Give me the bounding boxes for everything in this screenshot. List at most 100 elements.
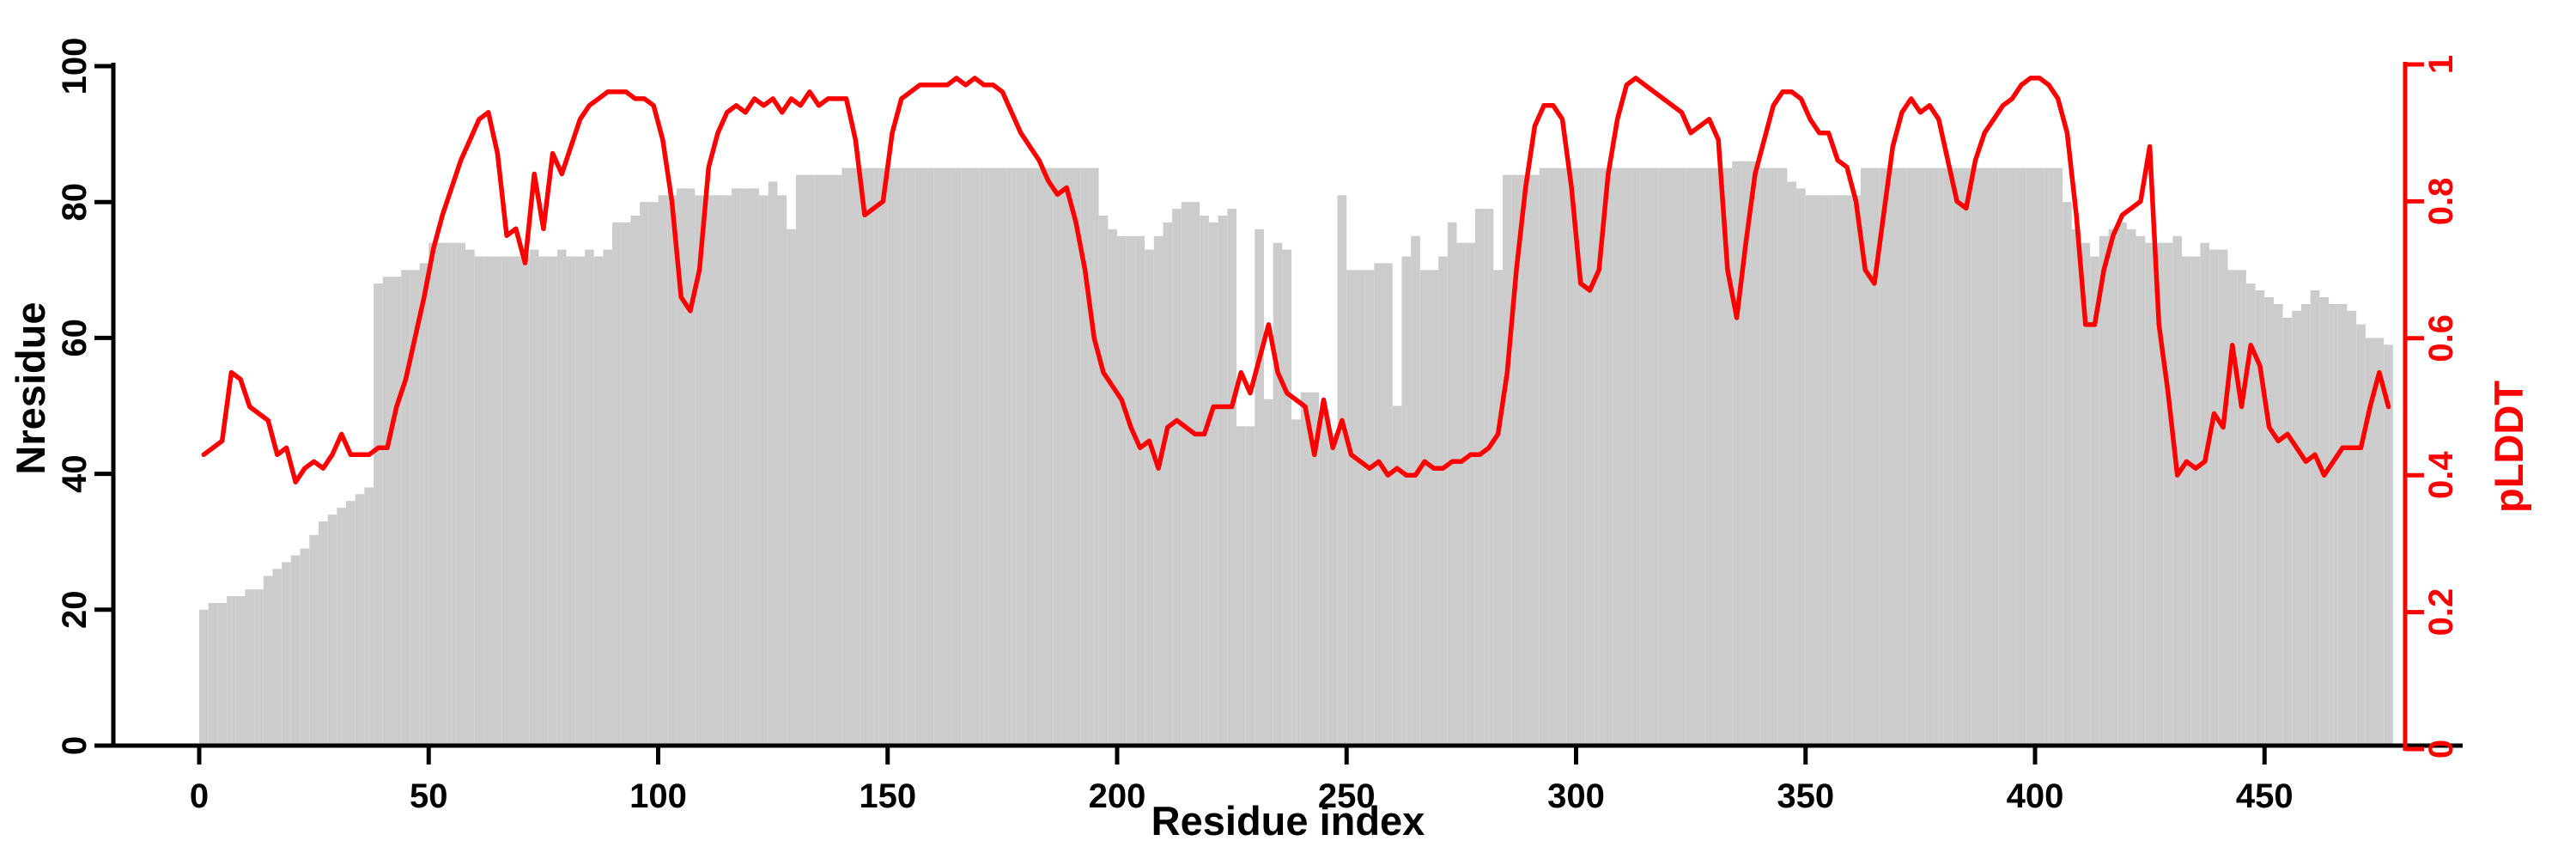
bar: [2145, 242, 2154, 746]
bar: [1916, 168, 1925, 746]
bar: [2163, 242, 2173, 746]
bar: [961, 168, 970, 746]
bar: [1061, 168, 1072, 746]
bar: [676, 188, 686, 746]
bar: [1291, 419, 1301, 746]
x-tick-label: 200: [1089, 777, 1146, 815]
bar: [1392, 405, 1402, 746]
bar: [1943, 168, 1953, 746]
bar: [337, 508, 347, 746]
bar: [1401, 256, 1412, 746]
y-right-tick-label: 0: [2422, 740, 2460, 758]
bar: [998, 168, 1007, 746]
y-right-tick-label: 0.8: [2422, 178, 2460, 226]
bar: [970, 168, 980, 746]
bar: [410, 270, 420, 746]
bar: [1419, 270, 1430, 746]
bar: [1145, 249, 1154, 746]
bar: [1364, 270, 1375, 746]
bar: [2282, 317, 2293, 746]
bar: [272, 569, 283, 746]
bar: [511, 256, 521, 746]
bar: [658, 195, 668, 746]
bar: [1897, 168, 1907, 746]
nresidue-bars: [199, 161, 2393, 746]
x-axis-title: Residue index: [1151, 798, 1425, 844]
bar: [2026, 168, 2035, 746]
bar: [823, 174, 833, 746]
bar: [2264, 296, 2274, 746]
bar: [1722, 168, 1733, 746]
bar: [235, 596, 246, 746]
bar: [951, 168, 962, 746]
bar: [805, 174, 815, 746]
bar: [1466, 242, 1475, 746]
bar: [208, 602, 218, 746]
bar: [1447, 222, 1457, 746]
bar: [456, 242, 465, 746]
bar: [1750, 161, 1760, 746]
bar: [1264, 399, 1273, 746]
bar: [777, 195, 787, 746]
bar: [1043, 168, 1054, 746]
bar: [1979, 168, 1990, 746]
bar: [1649, 168, 1659, 746]
bar: [1832, 195, 1843, 746]
bar: [566, 256, 576, 746]
bar: [750, 188, 760, 746]
bar: [1640, 168, 1649, 746]
bar: [538, 256, 549, 746]
bar: [1576, 168, 1586, 746]
bar: [1732, 161, 1741, 746]
bar: [309, 534, 319, 746]
x-tick-label: 100: [629, 777, 687, 815]
bar: [1511, 174, 1522, 746]
bar: [1236, 426, 1246, 746]
y-left-tick-label: 60: [56, 319, 94, 357]
y-right-tick-label: 0.2: [2422, 588, 2460, 637]
bar: [648, 202, 659, 746]
bar: [1245, 426, 1255, 746]
bar: [548, 256, 557, 746]
bar: [2329, 303, 2338, 746]
bar: [2292, 310, 2301, 746]
bar: [621, 222, 631, 746]
bar: [2081, 242, 2091, 746]
bar: [2237, 270, 2246, 746]
bar: [1521, 174, 1531, 746]
bar: [199, 609, 209, 746]
bar: [1934, 168, 1944, 746]
bar: [2301, 303, 2311, 746]
bar: [2356, 324, 2366, 746]
bar: [364, 487, 374, 746]
bar: [1777, 168, 1788, 746]
bar: [759, 195, 769, 746]
bar: [2255, 290, 2265, 746]
bar: [346, 501, 355, 746]
bar: [245, 589, 255, 746]
bar: [979, 168, 989, 746]
bar: [768, 181, 778, 746]
bar: [1016, 168, 1026, 746]
bar: [1200, 216, 1209, 746]
bar: [2063, 202, 2072, 746]
bar: [1668, 168, 1678, 746]
bar: [1631, 168, 1641, 746]
bar: [2365, 338, 2375, 746]
bar: [1686, 168, 1696, 746]
bar: [1374, 263, 1383, 746]
bar: [2384, 344, 2393, 746]
bar: [2108, 228, 2118, 746]
bar: [841, 168, 851, 746]
bar: [1126, 235, 1136, 746]
bar: [1346, 270, 1356, 746]
y-left-tick-label: 100: [56, 38, 94, 95]
bar: [1438, 256, 1448, 746]
bar: [585, 249, 594, 746]
bar: [1355, 270, 1365, 746]
bar: [988, 168, 998, 746]
bar: [1658, 168, 1668, 746]
bar: [217, 602, 228, 746]
bar: [1383, 263, 1393, 746]
